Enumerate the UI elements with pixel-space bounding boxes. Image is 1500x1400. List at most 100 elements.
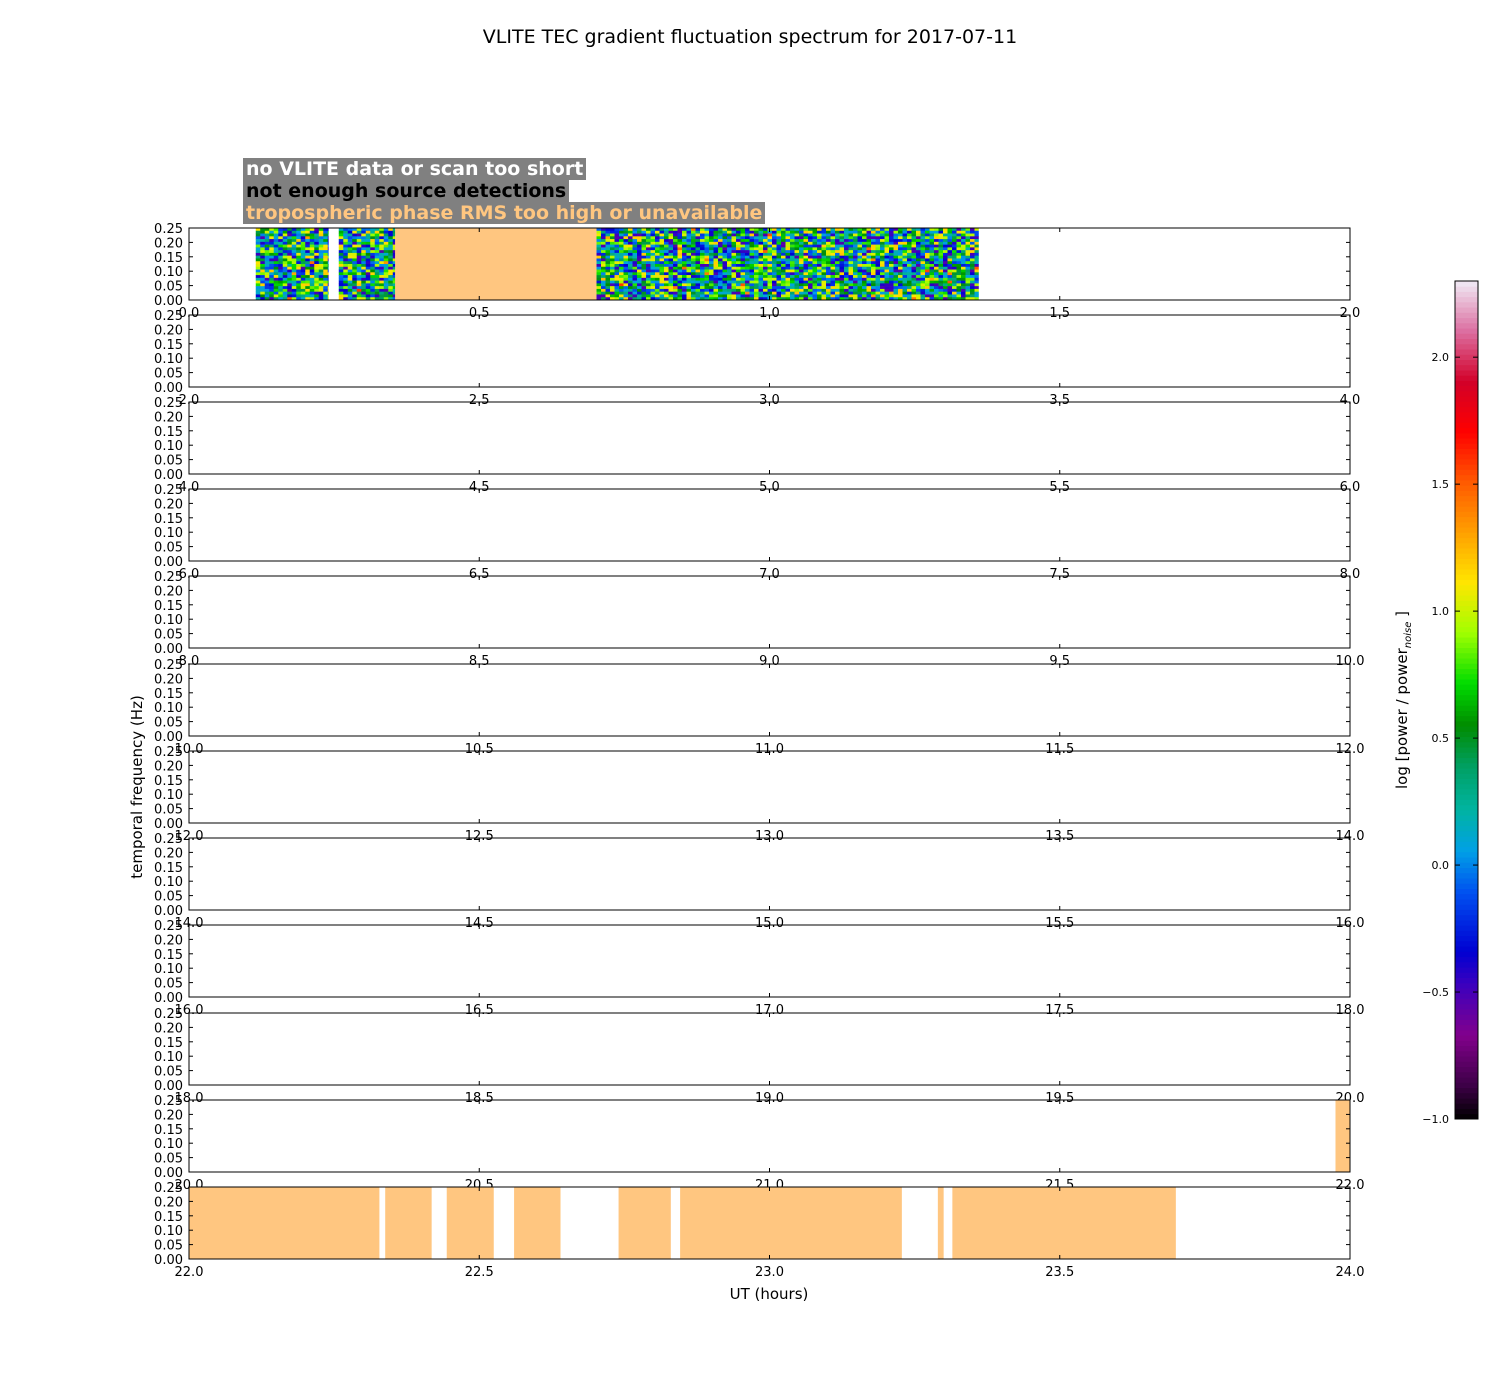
spectrum-cell [749,286,755,290]
y-tick-label: 0.05 [154,541,183,556]
spectrum-cell [839,280,845,284]
spectrum-cell [812,288,818,292]
spectrum-cell [745,264,750,268]
spectrum-cell [709,230,714,234]
spectrum-cell [668,283,674,287]
spectrum-cell [826,269,831,273]
spectrum-cell [884,288,890,292]
spectrum-cell [374,236,380,240]
y-tick-label: 0.15 [154,1036,183,1051]
spectrum-cell [668,288,674,292]
spectrum-cell [296,264,302,268]
spectrum-cell [682,236,687,240]
spectrum-cell [952,228,957,232]
spectrum-cell [907,252,912,256]
spectrum-cell [686,239,692,243]
spectrum-cell [763,264,768,268]
spectrum-cell [677,277,683,281]
spectrum-cell [736,277,741,281]
spectrum-cell [785,275,791,279]
spectrum-cell [392,255,396,259]
spectrum-cell [893,261,899,265]
spectrum-cell [673,294,678,298]
spectrum-cell [605,277,611,281]
spectrum-cell [799,236,804,240]
spectrum-cell [309,236,315,240]
spectrum-cell [264,264,270,268]
spectrum-cell [781,291,786,295]
spectrum-cell [763,239,768,243]
spectrum-cell [826,250,831,254]
spectrum-cell [754,283,759,287]
spectrum-cell [974,286,979,290]
y-tick-label: 0.15 [154,774,183,789]
spectrum-cell [641,252,647,256]
spectrum-cell [785,266,791,270]
spectrum-cell [686,269,692,273]
spectrum-cell [356,294,362,298]
spectrum-cell [974,277,979,281]
y-tick-label: 0.10 [154,526,183,541]
spectrum-cell [673,230,678,234]
y-tick-label: 0.10 [154,1224,183,1239]
spectrum-cell [893,275,899,279]
spectrum-cell [392,244,396,248]
spectrum-cell [338,280,344,284]
spectrum-cell [338,261,344,265]
spectrum-cell [641,261,647,265]
x-tick-label: 10.0 [1336,654,1365,669]
spectrum-cell [947,291,953,295]
spectrum-cell [314,294,320,298]
spectrum-cell [260,297,266,301]
spectrum-cell [614,250,620,254]
spectrum-cell [853,288,858,292]
spectrum-cell [848,266,854,270]
spectrum-cell [848,277,854,281]
spectrum-cell [817,252,822,256]
spectrum-cell [727,280,732,284]
spectrum-cell [817,258,822,262]
spectrum-cell [392,294,396,298]
x-tick-label: 10.5 [465,742,494,757]
spectrum-cell [781,233,786,237]
spectrum-cell [314,247,320,251]
colorbar-band [1455,1061,1478,1068]
spectrum-cell [383,286,389,290]
spectrum-cell [673,233,678,237]
spectrum-cell [947,294,953,298]
spectrum-cell [655,297,660,301]
flag-span [680,1187,902,1259]
spectrum-cell [628,228,633,232]
spectrum-cell [758,272,764,276]
spectrum-cell [740,283,746,287]
spectrum-cell [938,250,944,254]
spectrum-cell [952,252,957,256]
spectrum-cell [826,280,831,284]
spectrum-cell [844,291,849,295]
spectrum-cell [871,233,876,237]
spectrum-cell [677,247,683,251]
spectrum-cell [300,286,306,290]
spectrum-cell [300,252,306,256]
spectrum-cell [821,239,827,243]
spectrum-cell [370,288,376,292]
spectrum-cell [291,261,297,265]
spectrum-cell [677,250,683,254]
spectrum-cell [668,275,674,279]
spectrum-cell [300,272,306,276]
spectrum-cell [961,250,966,254]
spectrum-cell [938,236,944,240]
spectrum-cell [880,233,885,237]
spectrum-cell [379,294,385,298]
spectrum-cell [614,269,620,273]
spectrum-cell [713,247,719,251]
colorbar-band [1455,1019,1478,1026]
spectrum-cell [875,247,881,251]
spectrum-cell [677,233,683,237]
spectrum-cell [682,275,687,279]
spectrum-cell [740,297,746,301]
spectrum-cell [821,277,827,281]
spectrum-cell [826,228,831,232]
spectrum-cell [291,288,297,292]
spectrum-cell [682,277,687,281]
